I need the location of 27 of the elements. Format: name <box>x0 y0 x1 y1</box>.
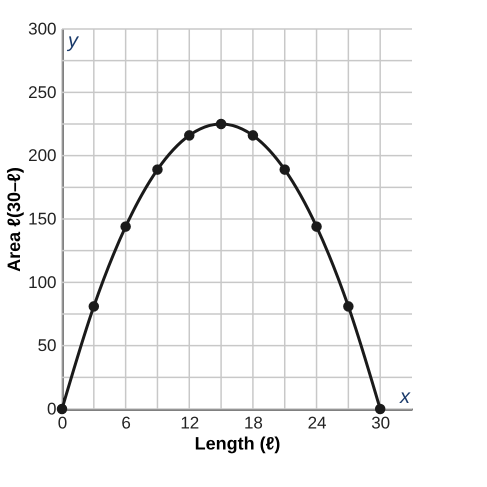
point <box>152 164 163 175</box>
x-tick-label: 12 <box>180 414 200 432</box>
point <box>184 130 195 141</box>
point <box>88 301 100 312</box>
point <box>343 301 354 312</box>
point <box>311 221 322 232</box>
point <box>248 130 258 141</box>
point <box>279 164 290 175</box>
point <box>374 404 386 414</box>
y-tick-label: 250 <box>28 82 56 102</box>
y-tick-label: 0 <box>47 400 56 418</box>
y-tick-label: 100 <box>28 272 56 292</box>
y-tick-label: 200 <box>28 146 56 166</box>
point <box>120 221 131 232</box>
x-tick-label: 18 <box>244 414 263 432</box>
point <box>56 404 68 414</box>
annotation: y <box>66 30 79 52</box>
x-tick-label: 24 <box>308 414 327 432</box>
point <box>216 118 226 130</box>
y-tick-label: 300 <box>28 20 56 38</box>
y-axis-title: Area ℓ(30–ℓ) <box>4 167 24 272</box>
y-tick-label: 150 <box>28 210 56 228</box>
y-tick-label: 50 <box>38 336 56 356</box>
x-axis-title: Length (ℓ) <box>194 434 280 454</box>
annotation: x <box>399 386 411 408</box>
x-tick-label: 6 <box>121 414 131 432</box>
x-tick-label: 30 <box>371 414 390 432</box>
